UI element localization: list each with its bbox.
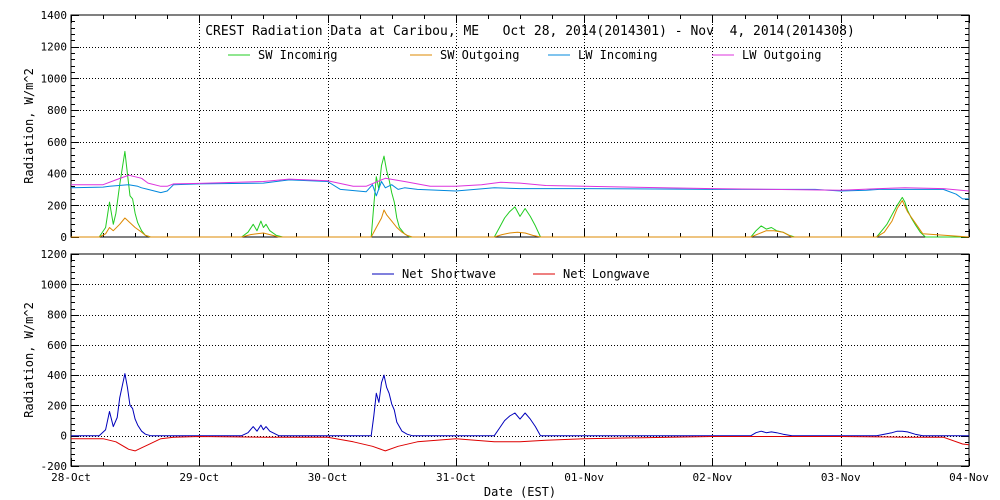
y-tick-label: 1000: [41, 278, 68, 291]
lower-panel: 28-Oct 29-Oct 30-Oct 31-Oct 01-Nov 02-Nov 03-N…: [41, 248, 990, 484]
series-line-lw-outgoing: [71, 174, 970, 192]
x-axis-title: Date (EST): [484, 485, 556, 499]
y-tick-label: 400: [47, 369, 67, 382]
x-tick-label: 31-Oct: [436, 471, 476, 484]
x-tick-label: 04-Nov: [949, 471, 989, 484]
legend-label-lw-incoming: LW Incoming: [578, 48, 657, 62]
y-tick-label: 1400: [41, 9, 68, 22]
x-tick-label: 28-Oct: [51, 471, 91, 484]
y-tick-label: 400: [47, 168, 67, 181]
y-tick-label: 1200: [41, 41, 68, 54]
series-line-net-shortwave: [71, 373, 969, 437]
series-line-lw-incoming: [70, 179, 969, 200]
legend-label-net-shortwave: Net Shortwave: [402, 267, 496, 281]
series-line-net-longwave: [71, 436, 970, 452]
y-tick-label: 600: [47, 339, 67, 352]
legend-label-lw-outgoing: LW Outgoing: [742, 48, 821, 62]
series-line-sw-outgoing: [71, 200, 970, 238]
y-tick-label: 1000: [41, 72, 68, 85]
chart-title: CREST Radiation Data at Caribou, ME Oct …: [205, 24, 855, 39]
y-tick-label: 200: [47, 199, 67, 212]
upper-y-axis-title: Radiation, W/m^2: [22, 68, 36, 184]
x-tick-label: 30-Oct: [308, 471, 348, 484]
y-tick-label: 800: [47, 309, 67, 322]
legend-label-net-longwave: Net Longwave: [563, 267, 650, 281]
y-tick-label: 600: [47, 136, 67, 149]
y-tick-label: 1200: [41, 248, 68, 261]
y-tick-label: 800: [47, 104, 67, 117]
lower-y-axis-title: Radiation, W/m^2: [22, 302, 36, 418]
upper-panel: 0 200 400 600 800 1000 1200 1400 SW Incoming SW O…: [41, 9, 970, 244]
plot-frame: [70, 14, 970, 238]
y-tick-label: -200: [41, 460, 68, 473]
legend-label-sw-incoming: SW Incoming: [258, 48, 337, 62]
legend-label-sw-outgoing: SW Outgoing: [440, 48, 519, 62]
y-tick-label: 200: [47, 399, 67, 412]
x-tick-label: 03-Nov: [821, 471, 861, 484]
x-tick-label: 29-Oct: [179, 471, 219, 484]
x-tick-label: 02-Nov: [693, 471, 733, 484]
y-tick-label: 0: [60, 231, 67, 244]
y-tick-label: 0: [60, 430, 67, 443]
plot-frame: [70, 253, 970, 467]
x-tick-label: 01-Nov: [564, 471, 604, 484]
